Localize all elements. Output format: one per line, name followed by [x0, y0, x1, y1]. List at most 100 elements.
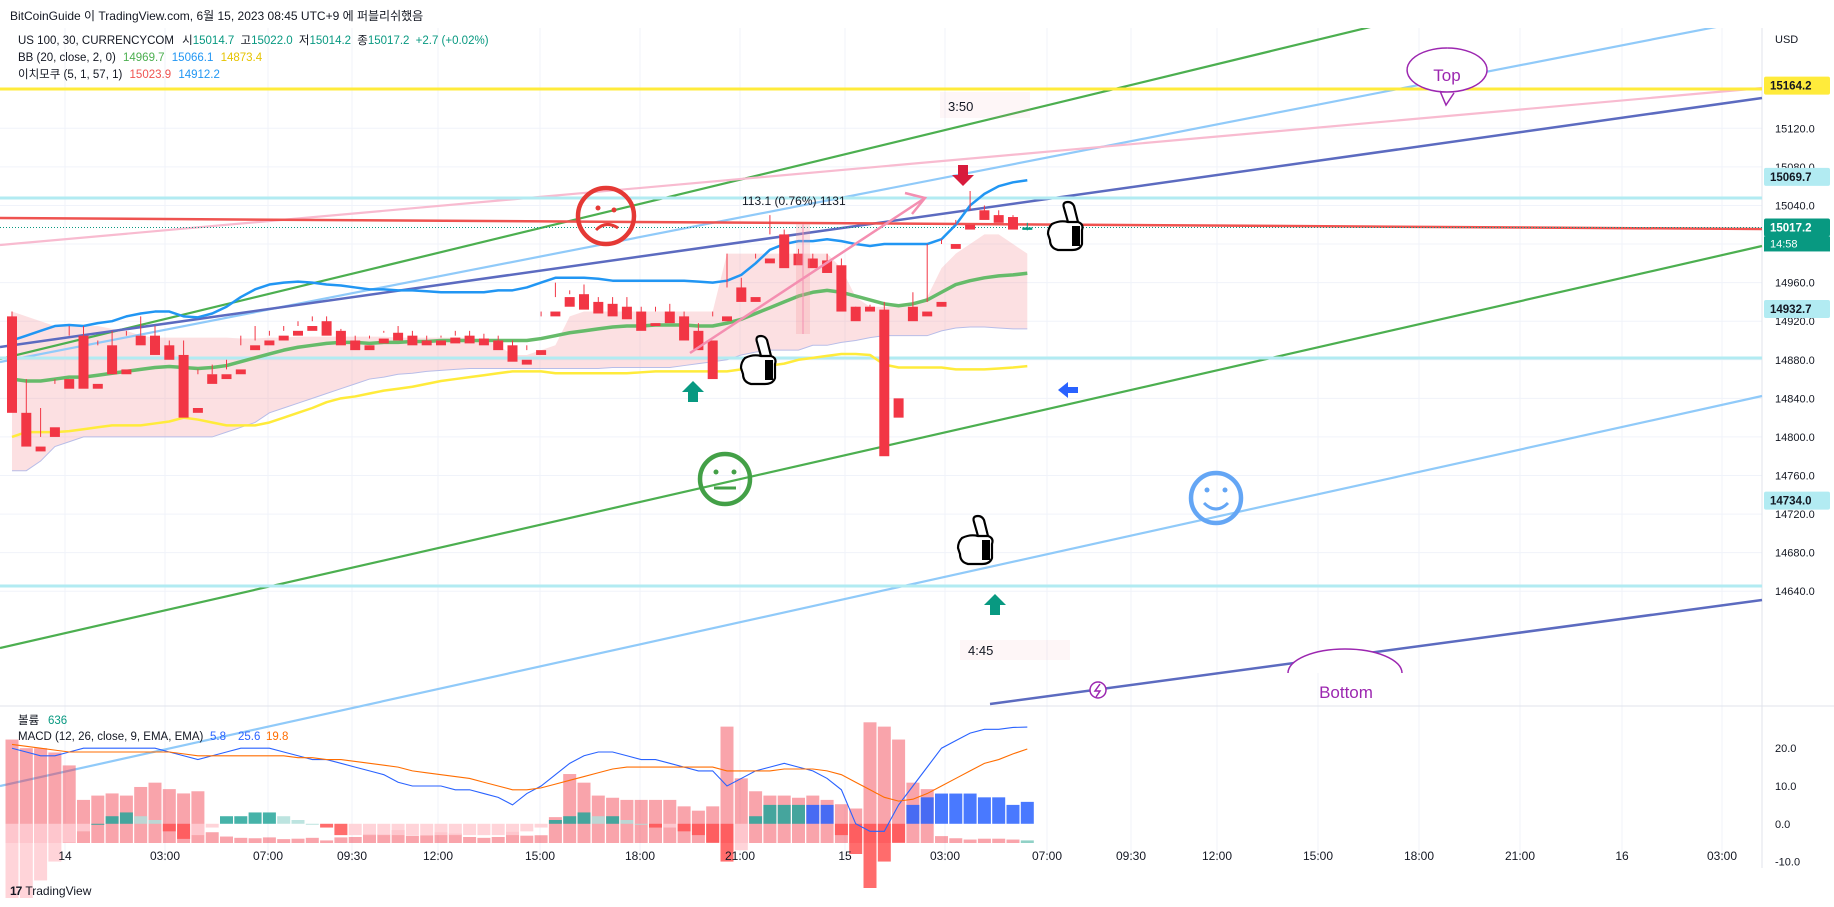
x-tick-7: 21:00 [725, 849, 755, 863]
candle-30 [436, 340, 446, 346]
legend-symbol-row[interactable]: US 100, 30, CURRENCYCOM 시15014.7 고15022.… [18, 33, 489, 50]
y-tick-10: 14720.0 [1775, 509, 1815, 521]
cloud-lower-edge [12, 326, 1028, 472]
candle-41 [593, 301, 604, 314]
countdown-label: 14:58 [1770, 238, 1798, 250]
candle-49 [707, 340, 718, 380]
candles[interactable] [7, 190, 1033, 457]
macd-hist-51 [734, 823, 748, 851]
time-axis[interactable]: 14 03:00 07:00 09:30 12:00 15:00 18:00 21:00 15 0… [58, 849, 1737, 863]
time-label-top: 3:50 [948, 99, 973, 114]
pointing-hand-icon-1-cuff [765, 360, 773, 380]
volume-bar-14 [205, 832, 219, 843]
bottom-callout-bubble [1287, 648, 1403, 674]
publish-info: BitCoinGuide 이 TradingView.com, 6월 15, 2… [10, 9, 424, 23]
price-label-3: 14932.7 [1770, 304, 1812, 316]
candle-18 [264, 340, 275, 346]
volume-bar-60 [863, 722, 877, 843]
y-tick-12: 14640.0 [1775, 586, 1815, 598]
candle-37 [536, 350, 547, 355]
volume-bar-61 [877, 726, 891, 843]
macd-hist-50 [720, 823, 734, 862]
legend-ichimoku-row[interactable]: 이치모쿠 (5, 1, 57, 1) 15023.9 14912.2 [18, 67, 489, 84]
bottom-callout-text: Bottom [1319, 683, 1373, 702]
ohlc-close-value: 15017.2 [367, 35, 410, 47]
macd-hist-6 [91, 823, 105, 825]
volume-bar-17 [248, 838, 262, 843]
macd-pane [5, 726, 1034, 907]
x-tick-15: 21:00 [1505, 849, 1535, 863]
legend-bb-row[interactable]: BB (20, close, 2, 0) 14969.7 15066.1 148… [18, 50, 489, 67]
macd-hist-25 [363, 823, 376, 836]
x-tick-13: 15:00 [1303, 849, 1333, 863]
macd-hist-36 [520, 823, 534, 832]
macd-hist-41 [591, 816, 605, 824]
macd-hist-39 [563, 816, 577, 824]
bb-lower-line [11, 352, 1028, 439]
macd-hist-57 [820, 804, 834, 824]
price-axis[interactable]: USD15120.015080.015040.015000.014960.014… [1775, 34, 1815, 869]
annotations[interactable]: 3:50 4:45 113.1 (0.76%) 1131 Top Bottom [575, 47, 1488, 702]
macd-hist-4 [62, 823, 76, 843]
volume-bar-68 [977, 838, 991, 843]
candle-57 [822, 260, 833, 273]
macd-hist-16 [234, 816, 248, 824]
lower-pane-legends: 볼륨 636 MACD (12, 26, close, 9, EMA, EMA) 5.… [18, 714, 288, 743]
time-label-bottom: 4:45 [968, 643, 993, 658]
ohlc-low-label: 저 [298, 35, 310, 47]
price-label-box-0 [1764, 76, 1830, 95]
volume-bar-67 [963, 839, 977, 843]
sad-face-mouth-icon [594, 223, 619, 232]
candle-0 [7, 316, 17, 413]
price-label-box-3 [1764, 299, 1830, 318]
volume-bar-28 [405, 835, 419, 843]
x-tick-3: 09:30 [337, 849, 367, 863]
volume-bar-31 [448, 833, 462, 843]
y-tick-0: 15120.0 [1775, 123, 1815, 135]
pointing-hand-icon-3-cuff [982, 540, 990, 560]
candle-31 [450, 337, 461, 344]
candle-12 [178, 354, 189, 418]
macd-hist-53 [763, 804, 777, 824]
channel-navy-lower [989, 598, 1763, 706]
smiley-face-icon [1188, 470, 1244, 526]
volume-bar-2 [34, 748, 48, 843]
macd-hist-3 [48, 823, 62, 862]
candle-62 [893, 398, 904, 418]
volume-bar-13 [191, 791, 205, 843]
candle-28 [407, 335, 418, 346]
tradingview-footer[interactable]: 17 TradingView [10, 884, 91, 898]
macd-hist-2 [34, 823, 48, 881]
candle-65 [936, 301, 947, 307]
red-resistance-line [0, 216, 1763, 231]
candle-52 [750, 297, 761, 302]
volume-bar-58 [834, 804, 848, 843]
macd-legend-value-0: 5.8 [210, 731, 226, 743]
macd-hist-8 [119, 812, 133, 824]
candle-56 [807, 258, 818, 269]
candle-46 [664, 311, 675, 324]
macd-y-tick-1: 10.0 [1775, 781, 1796, 793]
volume-legend-name: 볼륨 [18, 714, 39, 727]
candle-53 [764, 258, 775, 264]
candle-54 [779, 234, 790, 269]
macd-hist-23 [334, 823, 348, 836]
candle-51 [736, 287, 747, 302]
pointing-hand-icon-2-cuff [1072, 226, 1080, 246]
macd-hist-71 [1020, 801, 1034, 824]
volume-bar-39 [563, 774, 577, 843]
macd-legend-value-1: 25.6 [238, 731, 260, 743]
volume-bar-5 [77, 799, 90, 843]
volume-bar-66 [949, 838, 963, 843]
price-label-0: 15164.2 [1770, 81, 1812, 93]
candle-24 [350, 340, 361, 351]
price-label-4: 14734.0 [1770, 496, 1812, 508]
macd-hist-26 [377, 823, 391, 836]
macd-legend-value-2: 19.8 [266, 731, 288, 743]
x-tick-14: 18:00 [1404, 849, 1434, 863]
x-tick-0: 14 [58, 849, 72, 863]
smiley-face-mouth-icon [1202, 501, 1230, 511]
candle-4 [64, 379, 75, 389]
